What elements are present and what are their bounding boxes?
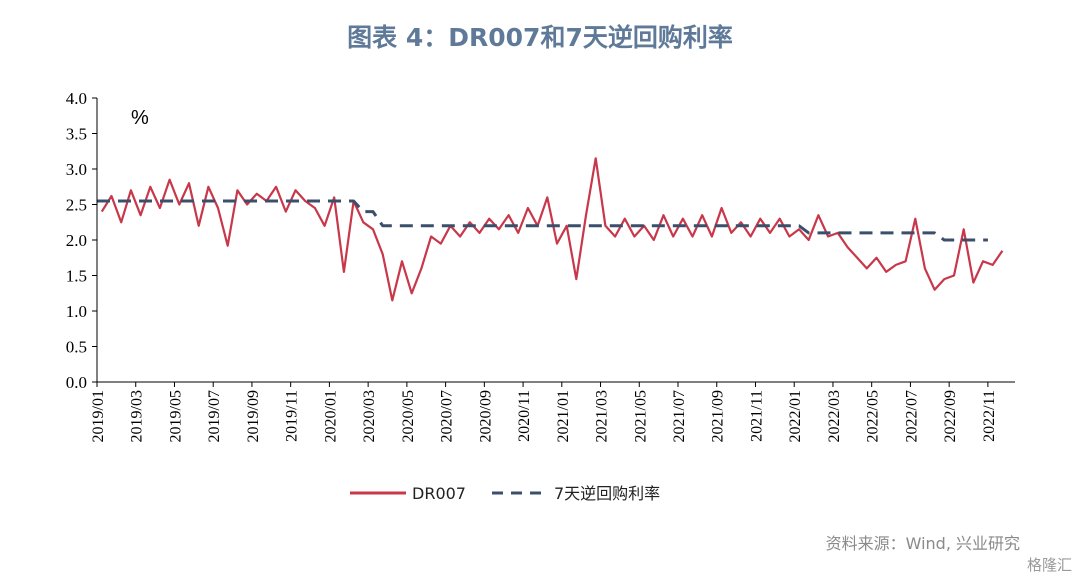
y-axis-unit: %	[131, 107, 149, 129]
x-tick-label: 2019/03	[129, 390, 146, 442]
x-tick-label: 2022/07	[903, 390, 920, 442]
y-tick-label: 0.5	[66, 338, 87, 357]
source-note: 资料来源：Wind, 兴业研究	[825, 534, 1020, 553]
y-tick-label: 3.5	[66, 125, 87, 144]
x-tick-label: 2020/01	[322, 390, 339, 442]
x-tick-label: 2021/05	[632, 390, 649, 442]
y-tick-label: 3.0	[66, 160, 87, 179]
y-tick-label: 2.5	[66, 196, 87, 215]
x-tick-label: 2020/09	[477, 390, 494, 442]
x-tick-label: 2021/11	[748, 390, 765, 442]
series-line-dr007	[100, 157, 1004, 302]
series-line-reverse-repo	[97, 199, 988, 242]
legend-label: DR007	[412, 484, 466, 503]
x-tick-label: 2022/05	[865, 390, 882, 442]
x-tick-label: 2021/01	[555, 390, 572, 442]
y-tick-label: 1.5	[66, 267, 87, 286]
x-tick-label: 2019/05	[167, 390, 184, 442]
x-tick-label: 2019/07	[206, 390, 223, 442]
y-tick-label: 0.0	[66, 373, 87, 392]
x-tick-label: 2022/01	[787, 390, 804, 442]
watermark-logo: 格隆汇	[1026, 556, 1072, 574]
x-tick-label: 2019/11	[284, 390, 301, 442]
x-tick-label: 2020/11	[516, 390, 533, 442]
legend-label: 7天逆回购利率	[554, 484, 660, 503]
x-tick-label: 2022/11	[981, 390, 998, 442]
x-tick-label: 2020/03	[361, 390, 378, 442]
x-tick-label: 2019/09	[245, 390, 262, 442]
y-tick-label: 1.0	[66, 302, 87, 321]
x-tick-label: 2022/09	[942, 390, 959, 442]
x-tick-label: 2021/07	[671, 390, 688, 442]
x-tick-label: 2019/01	[90, 390, 107, 442]
x-tick-label: 2021/09	[710, 390, 727, 442]
x-tick-label: 2020/07	[439, 390, 456, 442]
x-tick-label: 2021/03	[594, 390, 611, 442]
y-tick-label: 4.0	[66, 89, 87, 108]
chart-title: 图表 4：DR007和7天逆回购利率	[347, 23, 733, 52]
y-tick-label: 2.0	[66, 231, 87, 250]
x-tick-label: 2020/05	[400, 390, 417, 442]
x-tick-label: 2022/03	[826, 390, 843, 442]
